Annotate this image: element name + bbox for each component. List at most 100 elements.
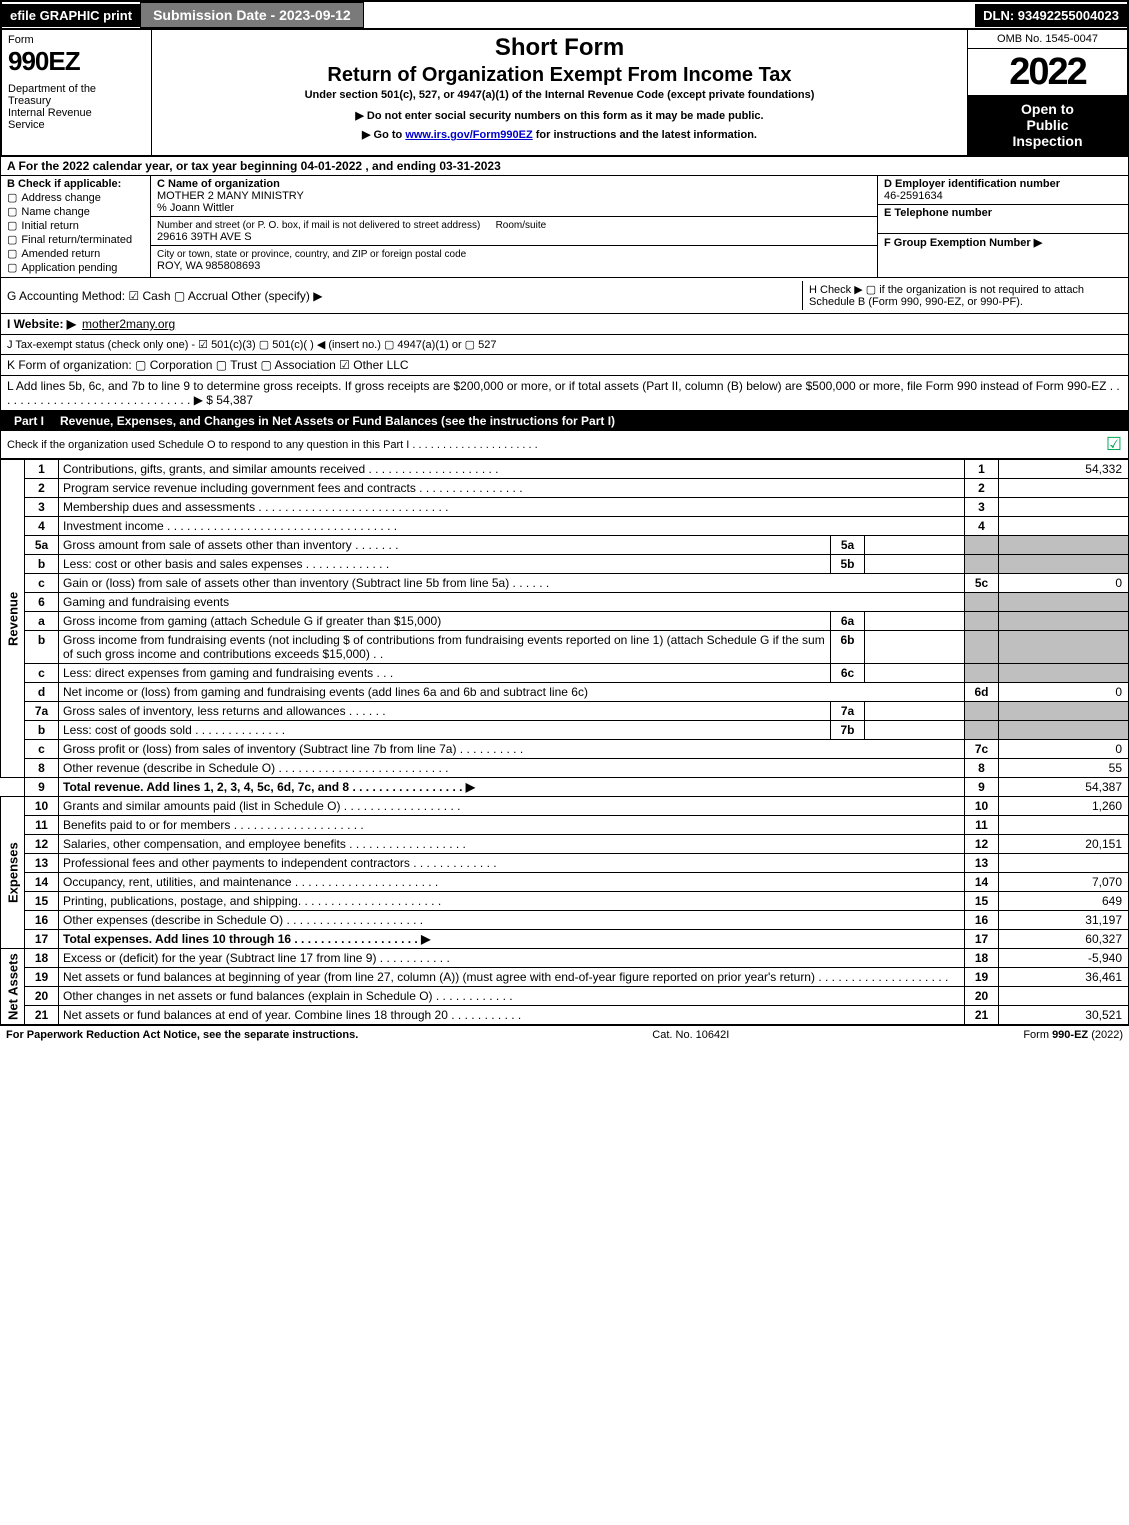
line-1-rnum: 1 (965, 460, 999, 479)
line-5b-gray2 (999, 555, 1129, 574)
part-1-title: Revenue, Expenses, and Changes in Net As… (60, 414, 615, 428)
checkbox-name-change[interactable]: ▢Name change (7, 205, 144, 218)
line-14-val: 7,070 (999, 873, 1129, 892)
line-1-num: 1 (25, 460, 59, 479)
line-13-desc: Professional fees and other payments to … (59, 854, 965, 873)
section-def: D Employer identification number 46-2591… (878, 176, 1128, 277)
street-row: Number and street (or P. O. box, if mail… (151, 217, 877, 246)
info-block: B Check if applicable: ▢Address change ▢… (0, 176, 1129, 278)
line-7a-num: 7a (25, 702, 59, 721)
line-12-desc: Salaries, other compensation, and employ… (59, 835, 965, 854)
submission-date: Submission Date - 2023-09-12 (140, 2, 364, 28)
line-5a-mnum: 5a (831, 536, 865, 555)
line-2-num: 2 (25, 479, 59, 498)
cb-label-0: Address change (21, 192, 101, 204)
line-6-desc: Gaming and fundraising events (59, 593, 965, 612)
line-2: 2 Program service revenue including gove… (1, 479, 1129, 498)
line-7b-mnum: 7b (831, 721, 865, 740)
line-7c-rnum: 7c (965, 740, 999, 759)
line-17-val: 60,327 (999, 930, 1129, 949)
line-14: 14 Occupancy, rent, utilities, and maint… (1, 873, 1129, 892)
line-13-rnum: 13 (965, 854, 999, 873)
section-g: G Accounting Method: ☑ Cash ▢ Accrual Ot… (7, 289, 796, 303)
form-number: 990EZ (8, 46, 145, 77)
line-19-desc: Net assets or fund balances at beginning… (59, 968, 965, 987)
line-7a-gray2 (999, 702, 1129, 721)
website-label: I Website: ▶ (7, 317, 76, 331)
line-6a-desc: Gross income from gaming (attach Schedul… (59, 612, 831, 631)
line-3-num: 3 (25, 498, 59, 517)
checkbox-initial-return[interactable]: ▢Initial return (7, 219, 144, 232)
instructions-link-line: ▶ Go to www.irs.gov/Form990EZ for instru… (158, 128, 961, 141)
line-5c-desc: Gain or (loss) from sale of assets other… (59, 574, 965, 593)
line-7b-gray2 (999, 721, 1129, 740)
line-20-val (999, 987, 1129, 1006)
line-2-val (999, 479, 1129, 498)
footer-right: Form 990-EZ (2022) (1023, 1029, 1123, 1041)
org-name-label: C Name of organization (157, 178, 280, 190)
line-20-desc: Other changes in net assets or fund bala… (59, 987, 965, 1006)
line-16-desc: Other expenses (describe in Schedule O) … (59, 911, 965, 930)
line-8-rnum: 8 (965, 759, 999, 778)
checkbox-amended-return[interactable]: ▢Amended return (7, 247, 144, 260)
city-row: City or town, state or province, country… (151, 246, 877, 274)
cb-label-3: Final return/terminated (21, 234, 132, 246)
line-8-val: 55 (999, 759, 1129, 778)
title-center: Short Form Return of Organization Exempt… (152, 30, 967, 155)
section-c: C Name of organization MOTHER 2 MANY MIN… (151, 176, 878, 277)
line-21: 21 Net assets or fund balances at end of… (1, 1006, 1129, 1025)
footer-left: For Paperwork Reduction Act Notice, see … (6, 1029, 358, 1041)
line-10: Expenses 10 Grants and similar amounts p… (1, 797, 1129, 816)
line-6c-gray (965, 664, 999, 683)
line-1-val: 54,332 (999, 460, 1129, 479)
line-5c-num: c (25, 574, 59, 593)
line-14-num: 14 (25, 873, 59, 892)
netassets-vertical-label: Net Assets (1, 949, 25, 1025)
line-5a-gray2 (999, 536, 1129, 555)
line-9-desc: Total revenue. Add lines 1, 2, 3, 4, 5c,… (59, 778, 965, 797)
website-value: mother2many.org (82, 317, 175, 331)
line-18-rnum: 18 (965, 949, 999, 968)
section-b: B Check if applicable: ▢Address change ▢… (1, 176, 151, 277)
line-17-rnum: 17 (965, 930, 999, 949)
footer: For Paperwork Reduction Act Notice, see … (0, 1025, 1129, 1044)
short-form-heading: Short Form (158, 34, 961, 62)
checkbox-address-change[interactable]: ▢Address change (7, 191, 144, 204)
cb-label-5: Application pending (21, 262, 117, 274)
line-13-val (999, 854, 1129, 873)
line-11-rnum: 11 (965, 816, 999, 835)
title-block: Form 990EZ Department of theTreasuryInte… (0, 30, 1129, 157)
section-l-amount: 54,387 (216, 393, 253, 407)
city-value: ROY, WA 985808693 (157, 260, 260, 272)
header-bar: efile GRAPHIC print Submission Date - 20… (0, 0, 1129, 30)
line-16: 16 Other expenses (describe in Schedule … (1, 911, 1129, 930)
line-5c-rnum: 5c (965, 574, 999, 593)
section-a-taxyear: A For the 2022 calendar year, or tax yea… (0, 157, 1129, 176)
part-1-table: Revenue 1 Contributions, gifts, grants, … (0, 459, 1129, 1025)
expenses-vertical-label: Expenses (1, 797, 25, 949)
line-6d-rnum: 6d (965, 683, 999, 702)
checkbox-final-return[interactable]: ▢Final return/terminated (7, 233, 144, 246)
omb-number: OMB No. 1545-0047 (968, 30, 1127, 49)
line-4-desc: Investment income . . . . . . . . . . . … (59, 517, 965, 536)
line-6b-mnum: 6b (831, 631, 865, 664)
section-j: J Tax-exempt status (check only one) - ☑… (0, 335, 1129, 355)
line-5b-gray (965, 555, 999, 574)
part-1-label: Part I (6, 414, 52, 428)
line-11: 11 Benefits paid to or for members . . .… (1, 816, 1129, 835)
line-6c-mval (865, 664, 965, 683)
line-5c-val: 0 (999, 574, 1129, 593)
ein-value: 46-2591634 (884, 190, 943, 202)
irs-link[interactable]: www.irs.gov/Form990EZ (405, 129, 532, 141)
main-heading: Return of Organization Exempt From Incom… (158, 64, 961, 87)
line-21-num: 21 (25, 1006, 59, 1025)
line-6-num: 6 (25, 593, 59, 612)
ssn-notice: ▶ Do not enter social security numbers o… (158, 109, 961, 122)
line-15-num: 15 (25, 892, 59, 911)
checkbox-application-pending[interactable]: ▢Application pending (7, 261, 144, 274)
line-5a-gray (965, 536, 999, 555)
line-6c-mnum: 6c (831, 664, 865, 683)
group-row: F Group Exemption Number ▶ (878, 234, 1128, 251)
line-7c-num: c (25, 740, 59, 759)
line-6-gray2 (999, 593, 1129, 612)
